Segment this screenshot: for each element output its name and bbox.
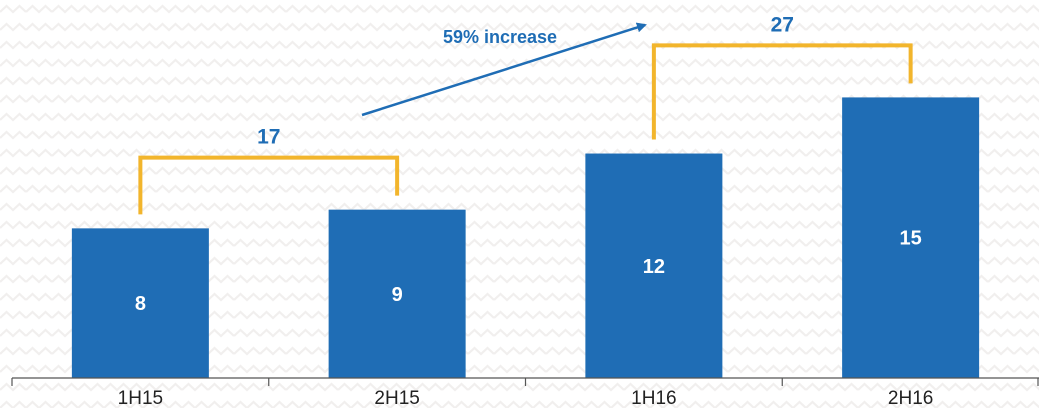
increase-arrow (361, 22, 647, 117)
x-axis: 1H15 2H15 1H16 2H16 (11, 377, 1039, 408)
increase-annotation-label: 59% increase (443, 27, 557, 47)
x-tick-label: 1H15 (118, 388, 163, 408)
bars-layer: 8 9 12 15 (71, 97, 980, 378)
bracket-total-label: 17 (257, 126, 280, 149)
bar-value-label: 15 (900, 228, 922, 250)
bar-1H16 (585, 153, 723, 378)
bar-value-label: 8 (135, 293, 146, 315)
bracket-17 (138, 155, 400, 215)
bar-value-label: 12 (643, 256, 665, 278)
x-tick-label: 1H16 (631, 388, 676, 408)
bracket-27 (651, 43, 913, 140)
x-tick-label: 2H15 (374, 388, 419, 408)
bracket-total-label: 27 (771, 13, 794, 36)
arrow-layer: 59% increase (361, 22, 647, 117)
bar-2H15 (328, 209, 466, 378)
bar-value-label: 9 (392, 284, 403, 306)
bar-2H16 (842, 97, 980, 378)
bar-1H15 (71, 228, 209, 378)
x-tick-label: 2H16 (888, 388, 933, 408)
